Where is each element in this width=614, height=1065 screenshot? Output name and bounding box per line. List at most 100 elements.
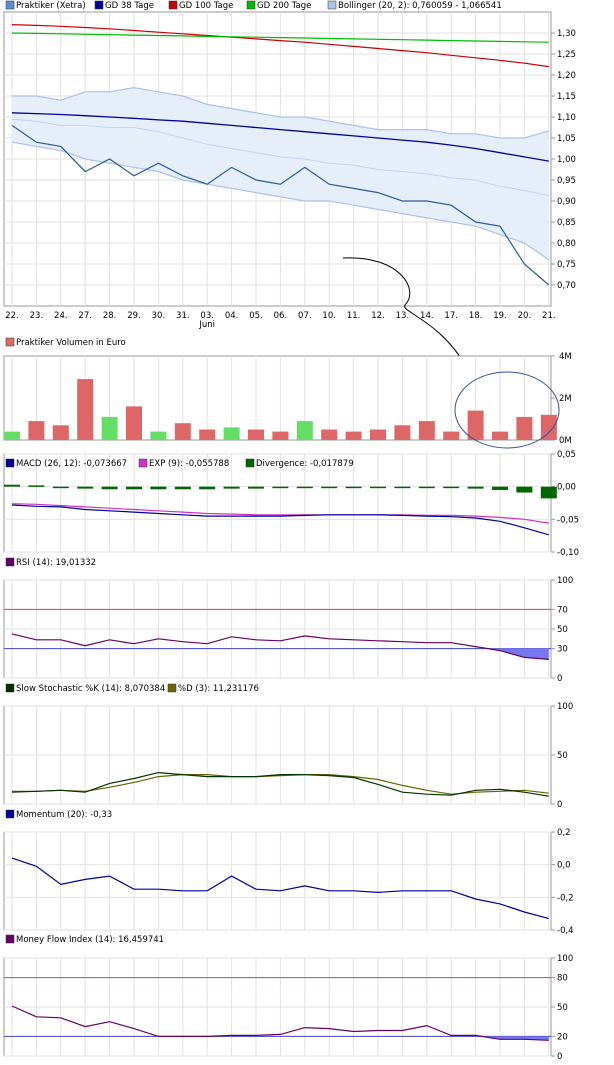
mfi-ytick-label: 80 (557, 974, 568, 984)
mfi-ytick-label: 20 (557, 1032, 568, 1042)
legend-gd38: GD 38 Tage (105, 1, 154, 11)
price-xtick-label: 11. (347, 311, 361, 321)
price-xtick-sublabel: Juni (198, 320, 215, 330)
momentum-frame (3, 831, 552, 931)
price-ytick-label: 0,70 (557, 281, 576, 291)
legend-bollinger: Bollinger (20, 2): 0,760059 - 1,066541 (338, 1, 502, 11)
divergence-bar (467, 486, 484, 489)
legend-swatch-gd38 (94, 0, 104, 10)
volume-bar (394, 425, 411, 440)
legend-swatch-macd (5, 458, 15, 468)
divergence-bar (223, 486, 240, 489)
divergence-bar (4, 484, 20, 487)
macd-frame (3, 453, 552, 553)
price-panel: Praktiker (Xetra) GD 38 Tage GD 100 Tage… (5, 0, 502, 11)
volume-bar (101, 416, 118, 440)
price-xtick-label: 13. (396, 311, 410, 321)
price-xtick-label: 28. (103, 311, 117, 321)
mfi-ytick-label: 0 (557, 1052, 562, 1062)
divergence-bar (345, 486, 362, 489)
price-ytick-label: 1,25 (557, 50, 576, 60)
volume-bar (272, 431, 289, 440)
legend-swatch-volume (5, 337, 15, 347)
divergence-bar (174, 486, 191, 490)
divergence-bar (28, 485, 45, 487)
divergence-bar (199, 486, 216, 490)
price-xtick-label: 14. (420, 311, 434, 321)
rsi-ytick-label: 0 (557, 674, 562, 684)
volume-bar (150, 431, 167, 440)
price-xtick-label: 27. (78, 311, 92, 321)
volume-ytick-label: 0M (559, 436, 572, 446)
legend-gd100: GD 100 Tage (179, 1, 233, 11)
price-xtick-label: 10. (322, 311, 336, 321)
bollinger-band-fill (12, 87, 549, 260)
legend-swatch-gd100 (168, 0, 178, 10)
volume-panel: Praktiker Volumen in Euro (5, 337, 126, 348)
price-xtick-label: 17. (444, 311, 458, 321)
legend-stoch-d: %D (3): 11,231176 (178, 684, 259, 694)
divergence-bar (540, 486, 557, 499)
rsi-ytick-label: 100 (557, 576, 573, 586)
volume-bar (126, 406, 142, 440)
volume-bar (296, 421, 313, 440)
legend-divergence: Divergence: -0,017879 (256, 459, 354, 469)
price-xtick-label: 03. (200, 311, 214, 321)
rsi-line (11, 633, 549, 660)
legend-swatch-gd200 (246, 0, 256, 10)
divergence-bar (77, 486, 94, 489)
legend-swatch-stoch-k (5, 683, 15, 693)
macd-ytick-label: -0,05 (557, 515, 579, 525)
stoch-k-line (11, 771, 549, 797)
macd-ytick-label: 0,05 (557, 450, 576, 460)
volume-bar (248, 429, 264, 440)
legend-mfi: Money Flow Index (14): 16,459741 (16, 935, 164, 945)
macd-ytick-label: -0,10 (557, 548, 579, 558)
volume-bar (321, 429, 338, 440)
price-xtick-label: 22. (5, 311, 19, 321)
price-ytick-label: 1,10 (557, 113, 576, 123)
volume-ytick-label: 4M (559, 352, 572, 362)
price-xtick-label: 30. (152, 311, 166, 321)
rsi-ytick-label: 50 (557, 625, 568, 635)
legend-gd200: GD 200 Tage (257, 1, 311, 11)
stochastic-ytick-label: 50 (557, 751, 568, 761)
praktiker-price-line (11, 124, 550, 286)
price-xtick-label: 12. (371, 311, 385, 321)
price-xtick-label: 31. (176, 311, 190, 321)
volume-bar (77, 379, 94, 440)
gd200-line (11, 32, 549, 43)
stochastic-ytick-label: 100 (557, 702, 573, 712)
price-ytick-label: 1,30 (557, 29, 576, 39)
annotation-curve (342, 257, 468, 369)
volume-bar (174, 423, 191, 440)
price-xtick-label: 07. (298, 311, 312, 321)
price-xtick-label: 19. (493, 311, 507, 321)
bollinger-middle-line (11, 118, 549, 196)
divergence-bar (296, 486, 313, 489)
price-xtick-label: 29. (127, 311, 141, 321)
legend-momentum: Momentum (20): -0,33 (16, 810, 112, 820)
rsi-ytick-label: 30 (557, 645, 568, 655)
bollinger-upper-line (12, 86, 549, 139)
volume-bar (223, 427, 240, 440)
divergence-bar (248, 486, 264, 489)
price-xtick-label: 18. (469, 311, 483, 321)
legend-swatch-stoch-d (167, 683, 177, 693)
legend-swatch-momentum (5, 809, 15, 819)
divergence-bar (321, 486, 338, 489)
price-xtick-label: 23. (30, 311, 44, 321)
price-ytick-label: 1,05 (557, 134, 576, 144)
price-xtick-label: 06. (274, 311, 288, 321)
price-legend: Praktiker (Xetra) GD 38 Tage GD 100 Tage… (5, 0, 502, 11)
price-ytick-label: 0,80 (557, 239, 576, 249)
stochastic-panel: Slow Stochastic %K (14): 8,070384 %D (3)… (5, 683, 259, 694)
exp-line (11, 503, 549, 524)
volume-bar (28, 421, 45, 440)
mfi-ytick-label: 50 (557, 1003, 568, 1013)
macd-ytick-label: 0,00 (557, 483, 576, 493)
annotation-ellipse (454, 371, 560, 449)
volume-bar (443, 431, 460, 440)
volume-bar (199, 429, 216, 440)
price-xtick-label: 21. (542, 311, 556, 321)
